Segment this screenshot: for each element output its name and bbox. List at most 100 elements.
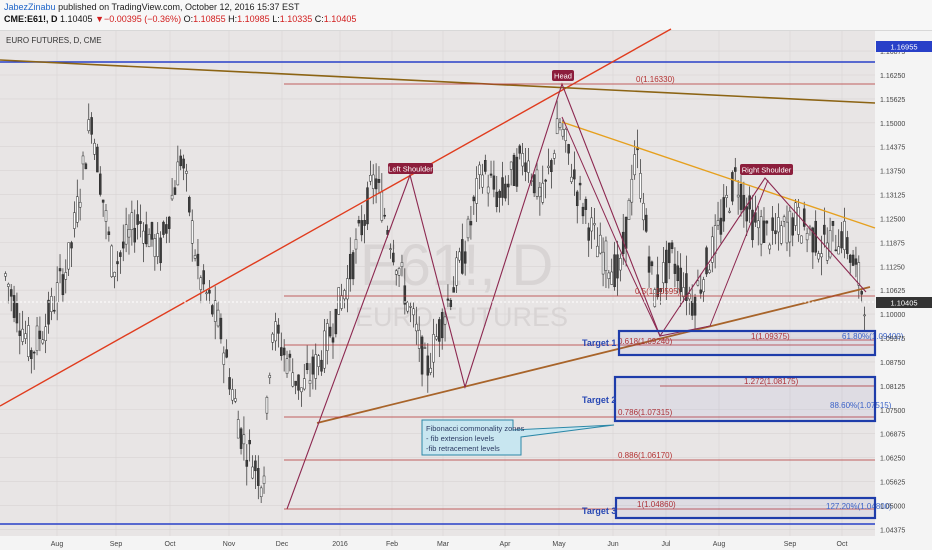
candle-body [739, 184, 743, 210]
candle-body [234, 398, 237, 402]
fib-0618-label: 0.618(1.09240) [618, 337, 673, 346]
candle-body [70, 242, 73, 249]
fib-0886-label: 0.886(1.06170) [618, 451, 673, 460]
candle-body [176, 161, 180, 186]
x-tick-label: 2016 [332, 541, 348, 548]
candle-body [702, 279, 705, 293]
candle-body [406, 301, 409, 312]
candle-body [144, 224, 148, 245]
candle-body [323, 330, 326, 369]
candle-body [99, 173, 102, 195]
candle-body [254, 460, 257, 472]
orange-trendline[interactable] [561, 121, 876, 229]
y-tick-label: 1.08125 [880, 384, 905, 391]
candle-body [527, 160, 530, 173]
candle-body [837, 246, 840, 255]
ext-1272-label: 1.272(1.08175) [744, 377, 799, 386]
y-tick-label: 1.04375 [880, 527, 905, 534]
candle-body [492, 175, 496, 190]
target-3-box[interactable] [614, 496, 877, 520]
candle-body [679, 267, 682, 293]
annotation-line-3: -fib retracement levels [426, 444, 500, 453]
target-2-box[interactable] [613, 375, 877, 423]
candle-body [84, 163, 88, 170]
candle-body [449, 299, 453, 307]
candle-body [173, 187, 177, 195]
candle-body [216, 309, 220, 327]
pattern-inner-lines[interactable] [561, 116, 769, 337]
candle-body [228, 377, 231, 390]
fib-0786-label: 0.786(1.07315) [618, 408, 673, 417]
candle-body [366, 187, 369, 225]
publish-info: JabezZinabu published on TradingView.com… [4, 2, 300, 12]
candle-body [271, 333, 274, 343]
candle-body [466, 218, 470, 239]
candle-body [800, 235, 803, 244]
close-label: C: [314, 14, 324, 24]
y-tick-label: 1.05625 [880, 479, 905, 486]
candle-body [719, 217, 723, 235]
candle-body [854, 258, 858, 265]
candle-body [825, 242, 829, 261]
candle-body [150, 222, 154, 240]
candle-body [616, 254, 619, 279]
author-link[interactable]: JabezZinabu [4, 2, 56, 12]
candle-body [667, 242, 671, 264]
candle-body [624, 216, 628, 249]
candle-body [380, 191, 384, 221]
candle-body [44, 326, 47, 341]
x-tick-label: Nov [223, 541, 236, 548]
candle-body [552, 153, 556, 159]
candle-body [331, 337, 335, 343]
candle-body [420, 336, 424, 375]
candle-body [15, 303, 19, 324]
candle-body [113, 271, 116, 277]
candle-body [711, 236, 714, 263]
y-tick-label: 1.15625 [880, 97, 905, 104]
neckline-trendline[interactable] [316, 286, 871, 424]
y-tick-label: 1.16250 [880, 73, 905, 80]
candle-body [791, 217, 794, 236]
candle-body [478, 164, 481, 175]
candle-body [544, 179, 547, 182]
candle-body [7, 283, 10, 287]
candle-body [670, 242, 674, 249]
target-1-box[interactable] [617, 329, 877, 357]
time-axis[interactable]: Aug Sep Oct Nov Dec 2016 Feb Mar Apr May Jun Jul Aug… [51, 541, 848, 548]
candle-body [484, 160, 487, 172]
olive-trendline[interactable] [0, 59, 876, 104]
candle-body [547, 165, 550, 168]
head-tag [552, 70, 574, 81]
candle-body [225, 349, 228, 358]
y-tick-label: 1.11875 [880, 240, 905, 247]
annotation-callout[interactable] [421, 419, 615, 456]
candle-body [524, 162, 527, 172]
candle-body [797, 206, 800, 235]
x-tick-label: Mar [437, 541, 450, 548]
candle-body [590, 217, 593, 232]
candle-body [30, 350, 33, 359]
time-axis-background [0, 536, 932, 550]
x-tick-label: Oct [837, 541, 848, 548]
right-shoulder-tag [740, 164, 793, 175]
candle-body [782, 216, 786, 222]
price-axis[interactable]: 1.16875 1.16250 1.15625 1.15000 1.14375 1.137… [880, 49, 905, 534]
candle-body [4, 273, 7, 277]
open-value: 1.10855 [193, 14, 226, 24]
candle-body [802, 208, 806, 227]
symbol-label: CME:E61!, D [4, 14, 58, 24]
candle-body [193, 255, 197, 259]
candle-body [259, 487, 263, 498]
candle-body [133, 227, 136, 243]
candle-body [142, 230, 145, 244]
candle-body [573, 169, 576, 180]
candle-body [765, 220, 769, 224]
candle-body [245, 459, 249, 467]
candle-body [593, 223, 596, 226]
candle-body [665, 249, 668, 284]
high-label: H: [228, 14, 238, 24]
y-tick-label: 1.09375 [880, 336, 905, 343]
candle-body [285, 358, 289, 374]
candle-body [162, 221, 165, 235]
